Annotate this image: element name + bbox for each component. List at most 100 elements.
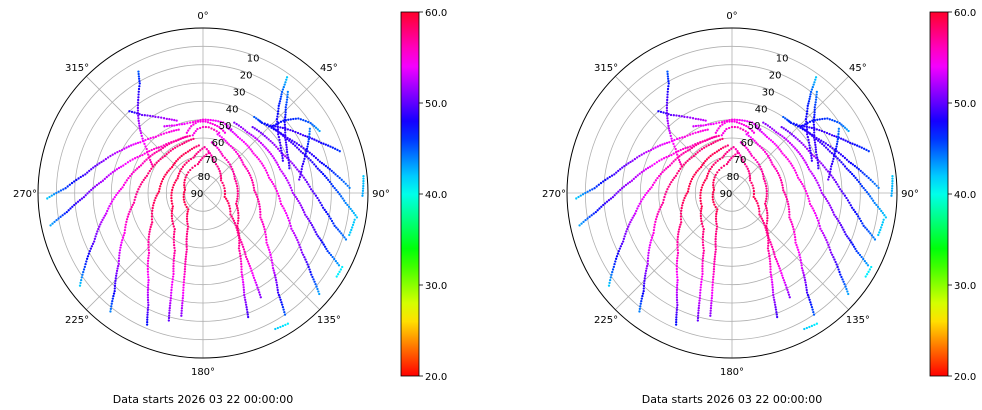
data-point — [745, 146, 748, 149]
data-point — [688, 182, 692, 185]
data-point — [842, 163, 845, 166]
data-point — [613, 173, 616, 176]
data-point — [720, 134, 723, 137]
data-point — [675, 137, 679, 141]
data-point — [170, 202, 174, 205]
data-point — [283, 123, 287, 126]
data-point — [94, 164, 97, 168]
angular-tick-label: 90° — [901, 189, 919, 200]
data-point — [842, 125, 845, 128]
data-point — [764, 200, 767, 203]
data-point — [318, 237, 321, 240]
data-point — [285, 98, 289, 101]
data-point — [859, 182, 862, 186]
data-point — [107, 207, 110, 210]
data-point — [258, 119, 261, 122]
data-point — [183, 270, 187, 273]
data-point — [221, 181, 224, 184]
data-point — [189, 138, 193, 141]
data-point — [628, 180, 632, 184]
data-point — [781, 184, 784, 187]
data-point — [679, 148, 682, 152]
data-point — [856, 178, 859, 181]
data-point — [193, 146, 196, 149]
data-point — [134, 142, 137, 145]
data-point — [244, 142, 247, 145]
data-point — [854, 247, 857, 251]
data-point — [667, 112, 670, 116]
data-point — [276, 147, 280, 150]
scatter-points — [46, 70, 365, 331]
data-point — [236, 207, 239, 210]
data-point — [730, 147, 733, 150]
data-point — [233, 221, 237, 225]
angular-tick-label: 180° — [191, 367, 215, 378]
data-point — [783, 281, 786, 284]
data-point — [256, 198, 260, 201]
data-point — [117, 259, 120, 263]
data-point — [182, 281, 186, 284]
data-point — [644, 272, 647, 275]
data-point — [236, 192, 239, 195]
data-point — [842, 228, 845, 231]
angular-gridline-225 — [86, 192, 204, 310]
data-point — [646, 166, 650, 170]
data-point — [648, 188, 652, 191]
data-point — [755, 199, 758, 203]
data-point — [314, 165, 318, 168]
data-point — [183, 181, 186, 184]
data-point — [841, 278, 844, 281]
data-point — [809, 301, 812, 304]
data-point — [824, 142, 827, 145]
data-point — [667, 85, 670, 88]
data-point — [211, 156, 214, 159]
data-point — [689, 116, 692, 119]
data-point — [804, 283, 808, 287]
data-point — [147, 257, 150, 260]
data-point — [830, 134, 834, 137]
data-point — [173, 146, 177, 149]
data-point — [623, 235, 626, 238]
data-point — [667, 79, 670, 83]
data-point — [153, 152, 156, 155]
data-point — [222, 137, 225, 141]
data-point — [835, 217, 839, 220]
data-point — [714, 232, 718, 236]
data-point — [301, 162, 305, 166]
data-point — [247, 262, 251, 265]
data-point — [236, 197, 239, 200]
data-point — [146, 313, 149, 316]
data-point — [698, 149, 701, 152]
data-point — [676, 251, 680, 255]
data-point — [807, 197, 810, 200]
data-point — [666, 93, 669, 96]
data-point — [271, 264, 274, 267]
data-point — [815, 216, 819, 220]
data-point — [724, 145, 727, 148]
data-point — [804, 129, 807, 132]
data-point — [718, 138, 722, 141]
data-point — [778, 267, 781, 270]
data-point — [675, 311, 678, 314]
data-point — [326, 249, 329, 253]
data-point — [167, 319, 170, 322]
data-point — [323, 245, 327, 248]
data-point — [213, 123, 217, 127]
data-point — [656, 145, 660, 148]
data-point — [137, 165, 141, 169]
data-point — [304, 213, 307, 216]
radial-tick-label: 40 — [755, 104, 768, 115]
data-point — [792, 134, 795, 138]
data-point — [239, 257, 242, 260]
data-point — [307, 137, 310, 141]
data-point — [125, 146, 128, 149]
data-point — [832, 155, 836, 158]
data-point — [785, 286, 788, 289]
data-point — [154, 115, 157, 118]
data-point — [650, 236, 654, 239]
data-point — [146, 321, 149, 324]
data-point — [145, 158, 148, 161]
data-point — [146, 270, 150, 273]
data-point — [177, 172, 181, 175]
data-point — [227, 202, 230, 205]
